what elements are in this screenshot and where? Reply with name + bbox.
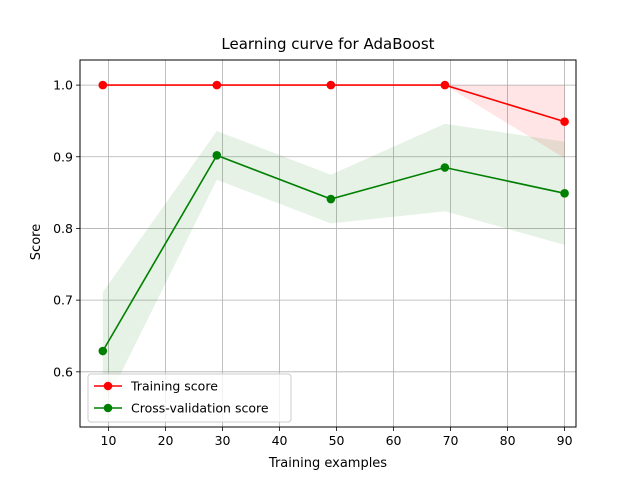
data-point	[212, 80, 222, 90]
x-tick-label: 30	[215, 433, 231, 448]
confidence-band-1	[102, 123, 565, 410]
x-tick-label: 80	[500, 433, 516, 448]
y-tick-label: 0.8	[53, 221, 73, 236]
axis-ticks: 10 20 30 40 50 60 70 80 90 0.6 0.7 0.8 0.9 1.0	[53, 78, 572, 448]
x-tick-label: 40	[272, 433, 288, 448]
data-point	[440, 80, 450, 90]
data-point	[98, 346, 108, 356]
y-tick-label: 1.0	[53, 78, 73, 93]
x-tick-label: 90	[557, 433, 573, 448]
data-point	[98, 80, 108, 90]
y-tick-label: 0.9	[53, 149, 73, 164]
data-point	[560, 117, 569, 126]
y-axis-label: Score	[29, 224, 44, 260]
data-point	[560, 189, 569, 198]
confidence-band-0	[102, 85, 565, 159]
legend-entry-label: Training score	[130, 379, 218, 394]
y-tick-label: 0.6	[53, 364, 73, 379]
legend: Training score Cross-validation score	[87, 373, 292, 423]
x-tick-label: 60	[386, 433, 402, 448]
data-point	[212, 151, 222, 160]
x-tick-label: 70	[443, 433, 459, 448]
confidence-bands	[102, 85, 565, 410]
x-tick-label: 10	[101, 433, 117, 448]
series-markers	[98, 80, 569, 356]
y-tick-label: 0.7	[53, 293, 73, 308]
legend-marker	[103, 381, 113, 391]
data-point	[326, 80, 336, 90]
legend-marker	[103, 403, 113, 413]
chart-title: Learning curve for AdaBoost	[221, 35, 434, 53]
data-point	[326, 194, 336, 204]
x-tick-label: 50	[329, 433, 345, 448]
data-point	[440, 163, 450, 172]
x-tick-label: 20	[158, 433, 174, 448]
x-axis-label: Training examples	[268, 456, 387, 471]
legend-box	[87, 373, 292, 423]
legend-entry-label: Cross-validation score	[131, 401, 269, 416]
plot-frame	[79, 59, 577, 428]
